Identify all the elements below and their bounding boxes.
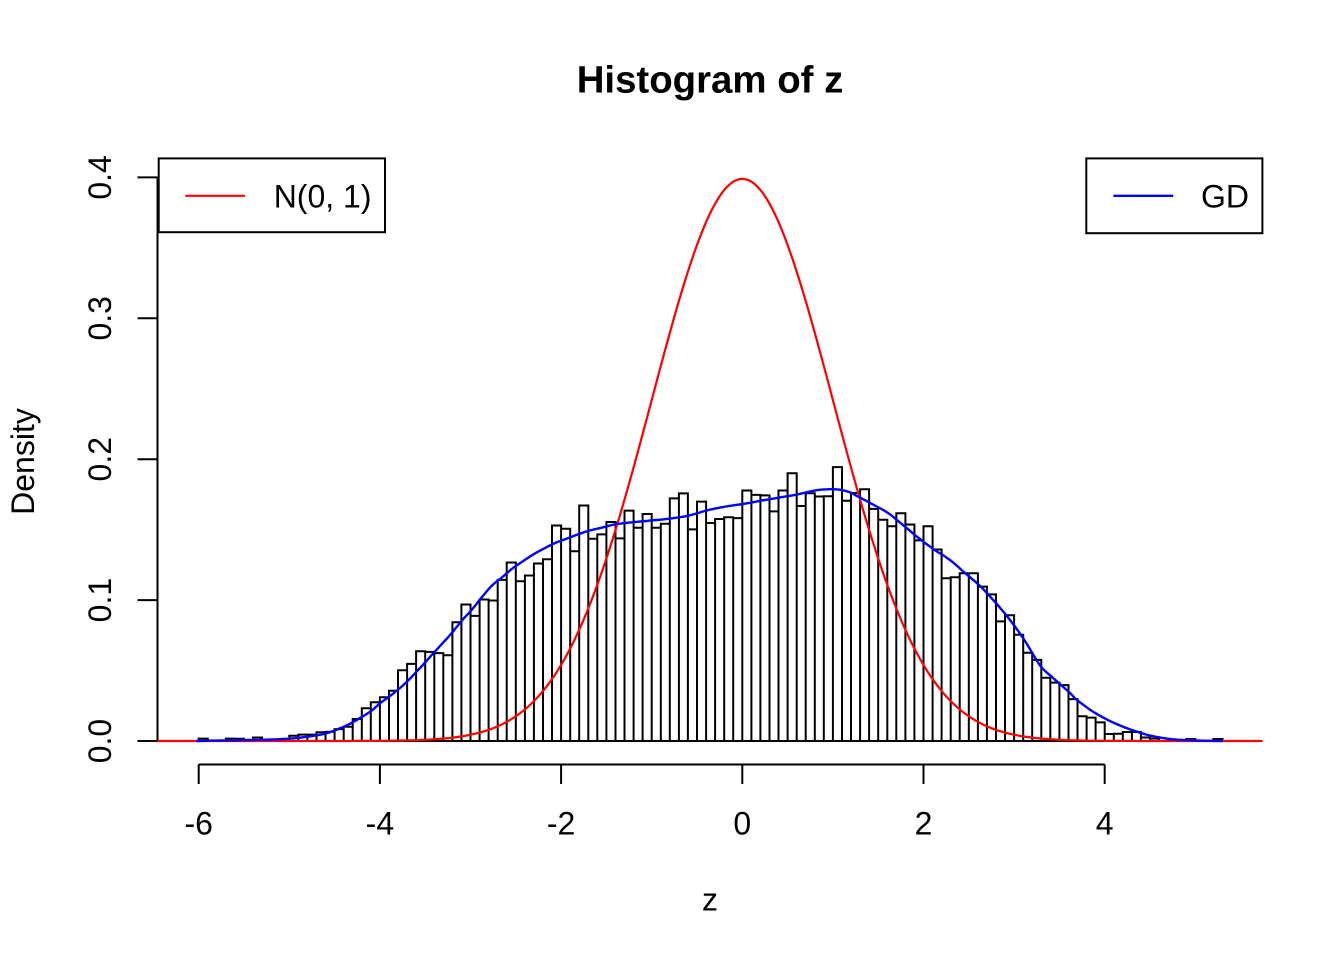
svg-text:4: 4 [1096, 806, 1114, 842]
svg-text:0.0: 0.0 [82, 719, 118, 763]
svg-text:-2: -2 [547, 806, 575, 842]
svg-text:2: 2 [915, 806, 933, 842]
svg-text:-4: -4 [366, 806, 394, 842]
svg-text:0.3: 0.3 [82, 296, 118, 340]
svg-text:Histogram of z: Histogram of z [577, 59, 844, 102]
svg-text:0.2: 0.2 [82, 437, 118, 481]
svg-text:-6: -6 [184, 806, 212, 842]
svg-text:0.1: 0.1 [82, 578, 118, 622]
svg-text:Density: Density [5, 408, 41, 515]
svg-text:z: z [702, 882, 718, 918]
svg-text:0.4: 0.4 [82, 155, 118, 199]
svg-text:GD: GD [1201, 178, 1249, 214]
svg-text:N(0, 1): N(0, 1) [274, 178, 372, 214]
svg-text:0: 0 [733, 806, 751, 842]
